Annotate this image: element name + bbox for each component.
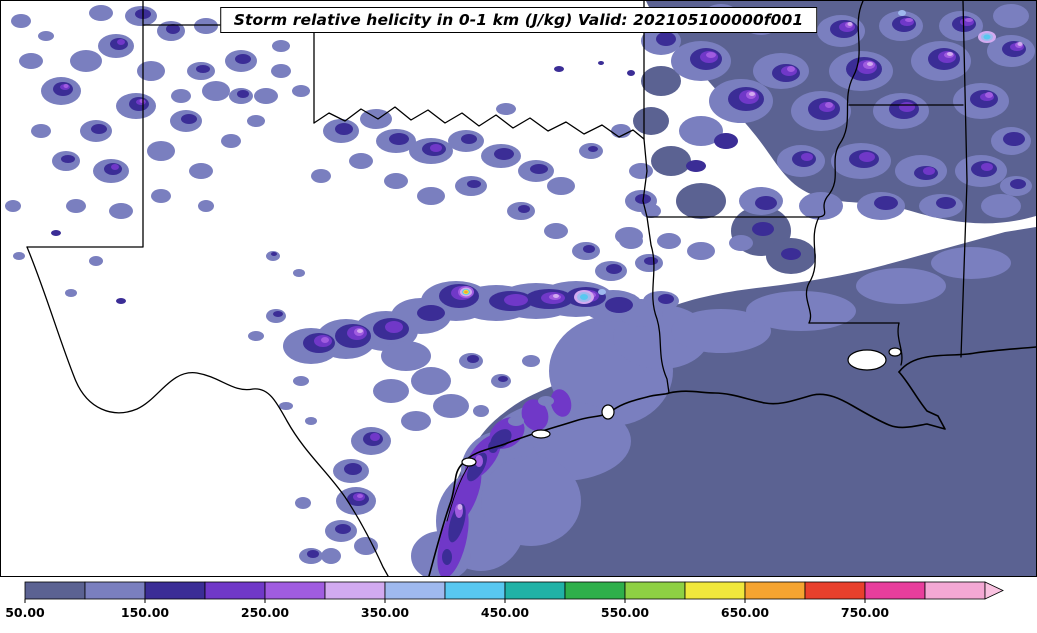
rio-grande-border xyxy=(26,246,389,576)
colorbar-tick-label: 650.00 xyxy=(721,605,770,620)
colorbar-segment xyxy=(924,581,986,600)
colorbar-segment xyxy=(504,581,566,600)
lake-pontchartrain xyxy=(847,349,887,371)
map-canvas xyxy=(5,1,1036,576)
colorbar-segment xyxy=(564,581,626,600)
field-southeast-region xyxy=(411,227,1036,576)
field-oklahoma-scatter xyxy=(171,61,661,281)
colorbar-segment xyxy=(204,581,266,600)
ms-al-border xyxy=(960,1,968,358)
colorbar-segment xyxy=(444,581,506,600)
field-central-texas-band xyxy=(248,251,679,564)
colorbar-tick-label: 250.00 xyxy=(241,605,290,620)
colorbar-tick-label: 750.00 xyxy=(841,605,890,620)
colorbar-tick-label: 550.00 xyxy=(601,605,650,620)
colorbar-tick-label: 150.00 xyxy=(121,605,170,620)
nm-tx-border xyxy=(26,1,144,248)
colorbar-segment xyxy=(84,581,146,600)
mississippi-river xyxy=(805,1,864,324)
gulf-coastline xyxy=(428,371,946,576)
galveston-bay xyxy=(601,404,615,420)
colorbar-segment xyxy=(144,581,206,600)
colorbar-segment xyxy=(684,581,746,600)
field-coastal-bend-band xyxy=(437,389,572,576)
east-gulf-coastline xyxy=(898,346,1036,373)
matagorda-bay xyxy=(531,429,551,439)
title-box: Storm relative helicity in 0-1 km (J/kg)… xyxy=(219,7,818,33)
colorbar-segment xyxy=(24,581,86,600)
colorbar-arrow xyxy=(984,581,1004,600)
lake-borgne xyxy=(888,347,902,357)
colorbar-segment xyxy=(804,581,866,600)
colorbar-tick-label: 450.00 xyxy=(481,605,530,620)
colorbar-segment xyxy=(384,581,446,600)
red-river xyxy=(313,106,645,140)
field-northeast-region xyxy=(615,1,1036,274)
tx-la-border xyxy=(642,138,670,394)
laguna-madre-line xyxy=(446,464,470,522)
colorbar-segment xyxy=(264,581,326,600)
colorbar: 50.00 150.00 250.00 350.00 450.00 550.00 650.0… xyxy=(5,581,1004,620)
map-frame xyxy=(0,0,1037,577)
colorbar-segment xyxy=(864,581,926,600)
lakes-and-bays xyxy=(461,347,902,467)
corpus-christi-bay xyxy=(461,457,477,467)
map-title-text: Storm relative helicity in 0-1 km (J/kg)… xyxy=(233,11,804,29)
colorbar-tick-label: 50.00 xyxy=(5,605,45,620)
pearl-river xyxy=(897,322,903,366)
colorbar-segment xyxy=(324,581,386,600)
colorbar-segment xyxy=(624,581,686,600)
colorbar-segment xyxy=(744,581,806,600)
field-northwest-scatter xyxy=(5,5,290,304)
colorbar-tick-label: 350.00 xyxy=(361,605,410,620)
